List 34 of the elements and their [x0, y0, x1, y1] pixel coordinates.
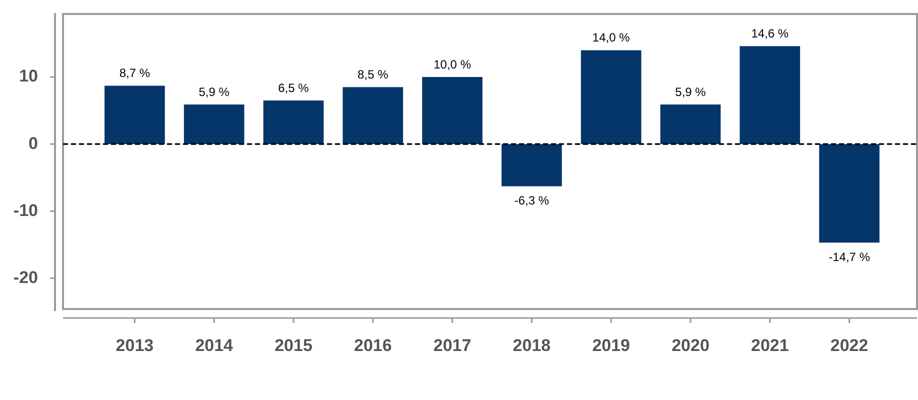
bar	[740, 46, 800, 144]
y-tick-label: -10	[13, 200, 38, 220]
bar	[104, 86, 165, 144]
data-label: 10,0 %	[434, 57, 472, 72]
y-tick-label: 0	[28, 134, 38, 153]
x-tick-label: 2022	[830, 336, 868, 355]
bar	[422, 77, 482, 144]
x-tick-label: 2016	[354, 336, 392, 355]
x-tick-label: 2017	[433, 336, 472, 355]
bar	[342, 87, 404, 144]
data-label: 5,9 %	[675, 84, 706, 99]
data-label: 8,5 %	[358, 67, 389, 82]
x-tick-label: 2013	[116, 336, 154, 355]
data-label: 14,0 %	[592, 30, 630, 45]
bar	[184, 104, 244, 144]
data-label: 8,7 %	[119, 66, 150, 80]
x-tick-label: 2020	[672, 336, 710, 355]
y-tick-label: -20	[13, 268, 38, 287]
data-label: -14,7 %	[828, 250, 870, 264]
bar	[819, 144, 880, 243]
x-tick-label: 2019	[592, 336, 630, 355]
data-label: 14,6 %	[751, 26, 789, 40]
x-tick-label: 2021	[750, 336, 789, 355]
y-tick-label: 10	[19, 66, 38, 86]
x-tick-label: 2014	[195, 336, 234, 355]
bar	[263, 100, 324, 144]
x-tick-label: 2018	[512, 336, 551, 355]
bar	[502, 144, 562, 186]
bar	[660, 104, 721, 144]
data-label: 5,9 %	[198, 84, 230, 99]
bar	[580, 50, 642, 144]
data-label: 6,5 %	[278, 80, 310, 95]
data-label: -6,3 %	[514, 194, 550, 208]
x-tick-label: 2015	[274, 336, 312, 355]
